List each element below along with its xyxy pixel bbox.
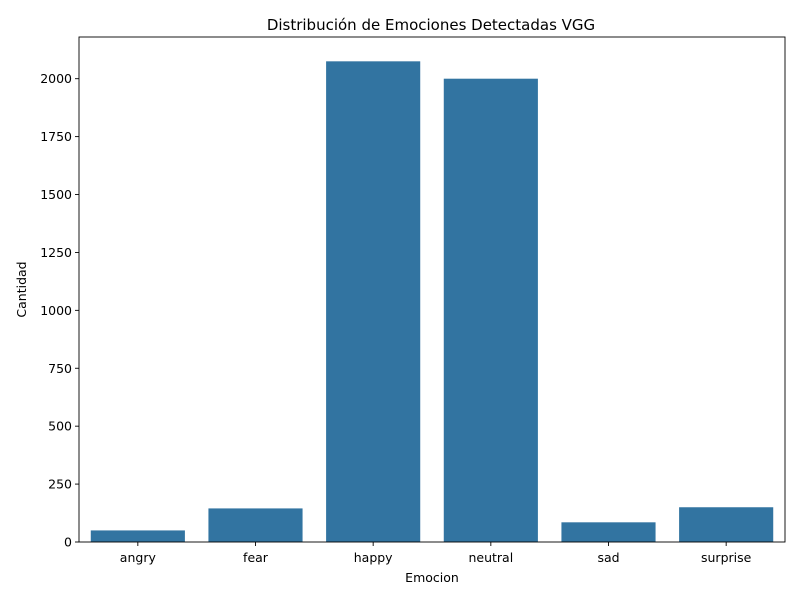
- y-axis: 0 250 500 750 1000 1250 1500 1750 2000: [40, 71, 79, 550]
- bar-neutral: [443, 78, 538, 542]
- x-tick-label: happy: [354, 550, 393, 565]
- bars-layer: [90, 61, 774, 542]
- x-tick-label: sad: [597, 550, 619, 565]
- bar-surprise: [679, 507, 774, 542]
- x-tick-label: neutral: [468, 550, 513, 565]
- y-tick-label: 2000: [40, 71, 72, 86]
- y-tick-label: 1500: [40, 187, 72, 202]
- y-tick-label: 250: [48, 477, 72, 492]
- bar-sad: [561, 522, 656, 542]
- x-tick-label: surprise: [701, 550, 752, 565]
- y-tick-label: 1000: [40, 303, 72, 318]
- y-tick-label: 500: [48, 419, 72, 434]
- bar-angry: [90, 530, 185, 542]
- x-tick-label: fear: [243, 550, 269, 565]
- x-tick-label: angry: [120, 550, 157, 565]
- x-axis: angry fear happy neutral sad surprise: [120, 542, 752, 565]
- plot-frame: [78, 36, 786, 543]
- y-tick-label: 1750: [40, 129, 72, 144]
- y-tick-label: 0: [64, 535, 72, 550]
- bar-happy: [326, 61, 421, 542]
- bar-fear: [208, 508, 303, 542]
- y-tick-label: 750: [48, 361, 72, 376]
- x-axis-label: Emocion: [405, 570, 459, 585]
- y-axis-label: Cantidad: [14, 261, 29, 317]
- chart-title: Distribución de Emociones Detectadas VGG: [267, 16, 595, 34]
- y-tick-label: 1250: [40, 245, 72, 260]
